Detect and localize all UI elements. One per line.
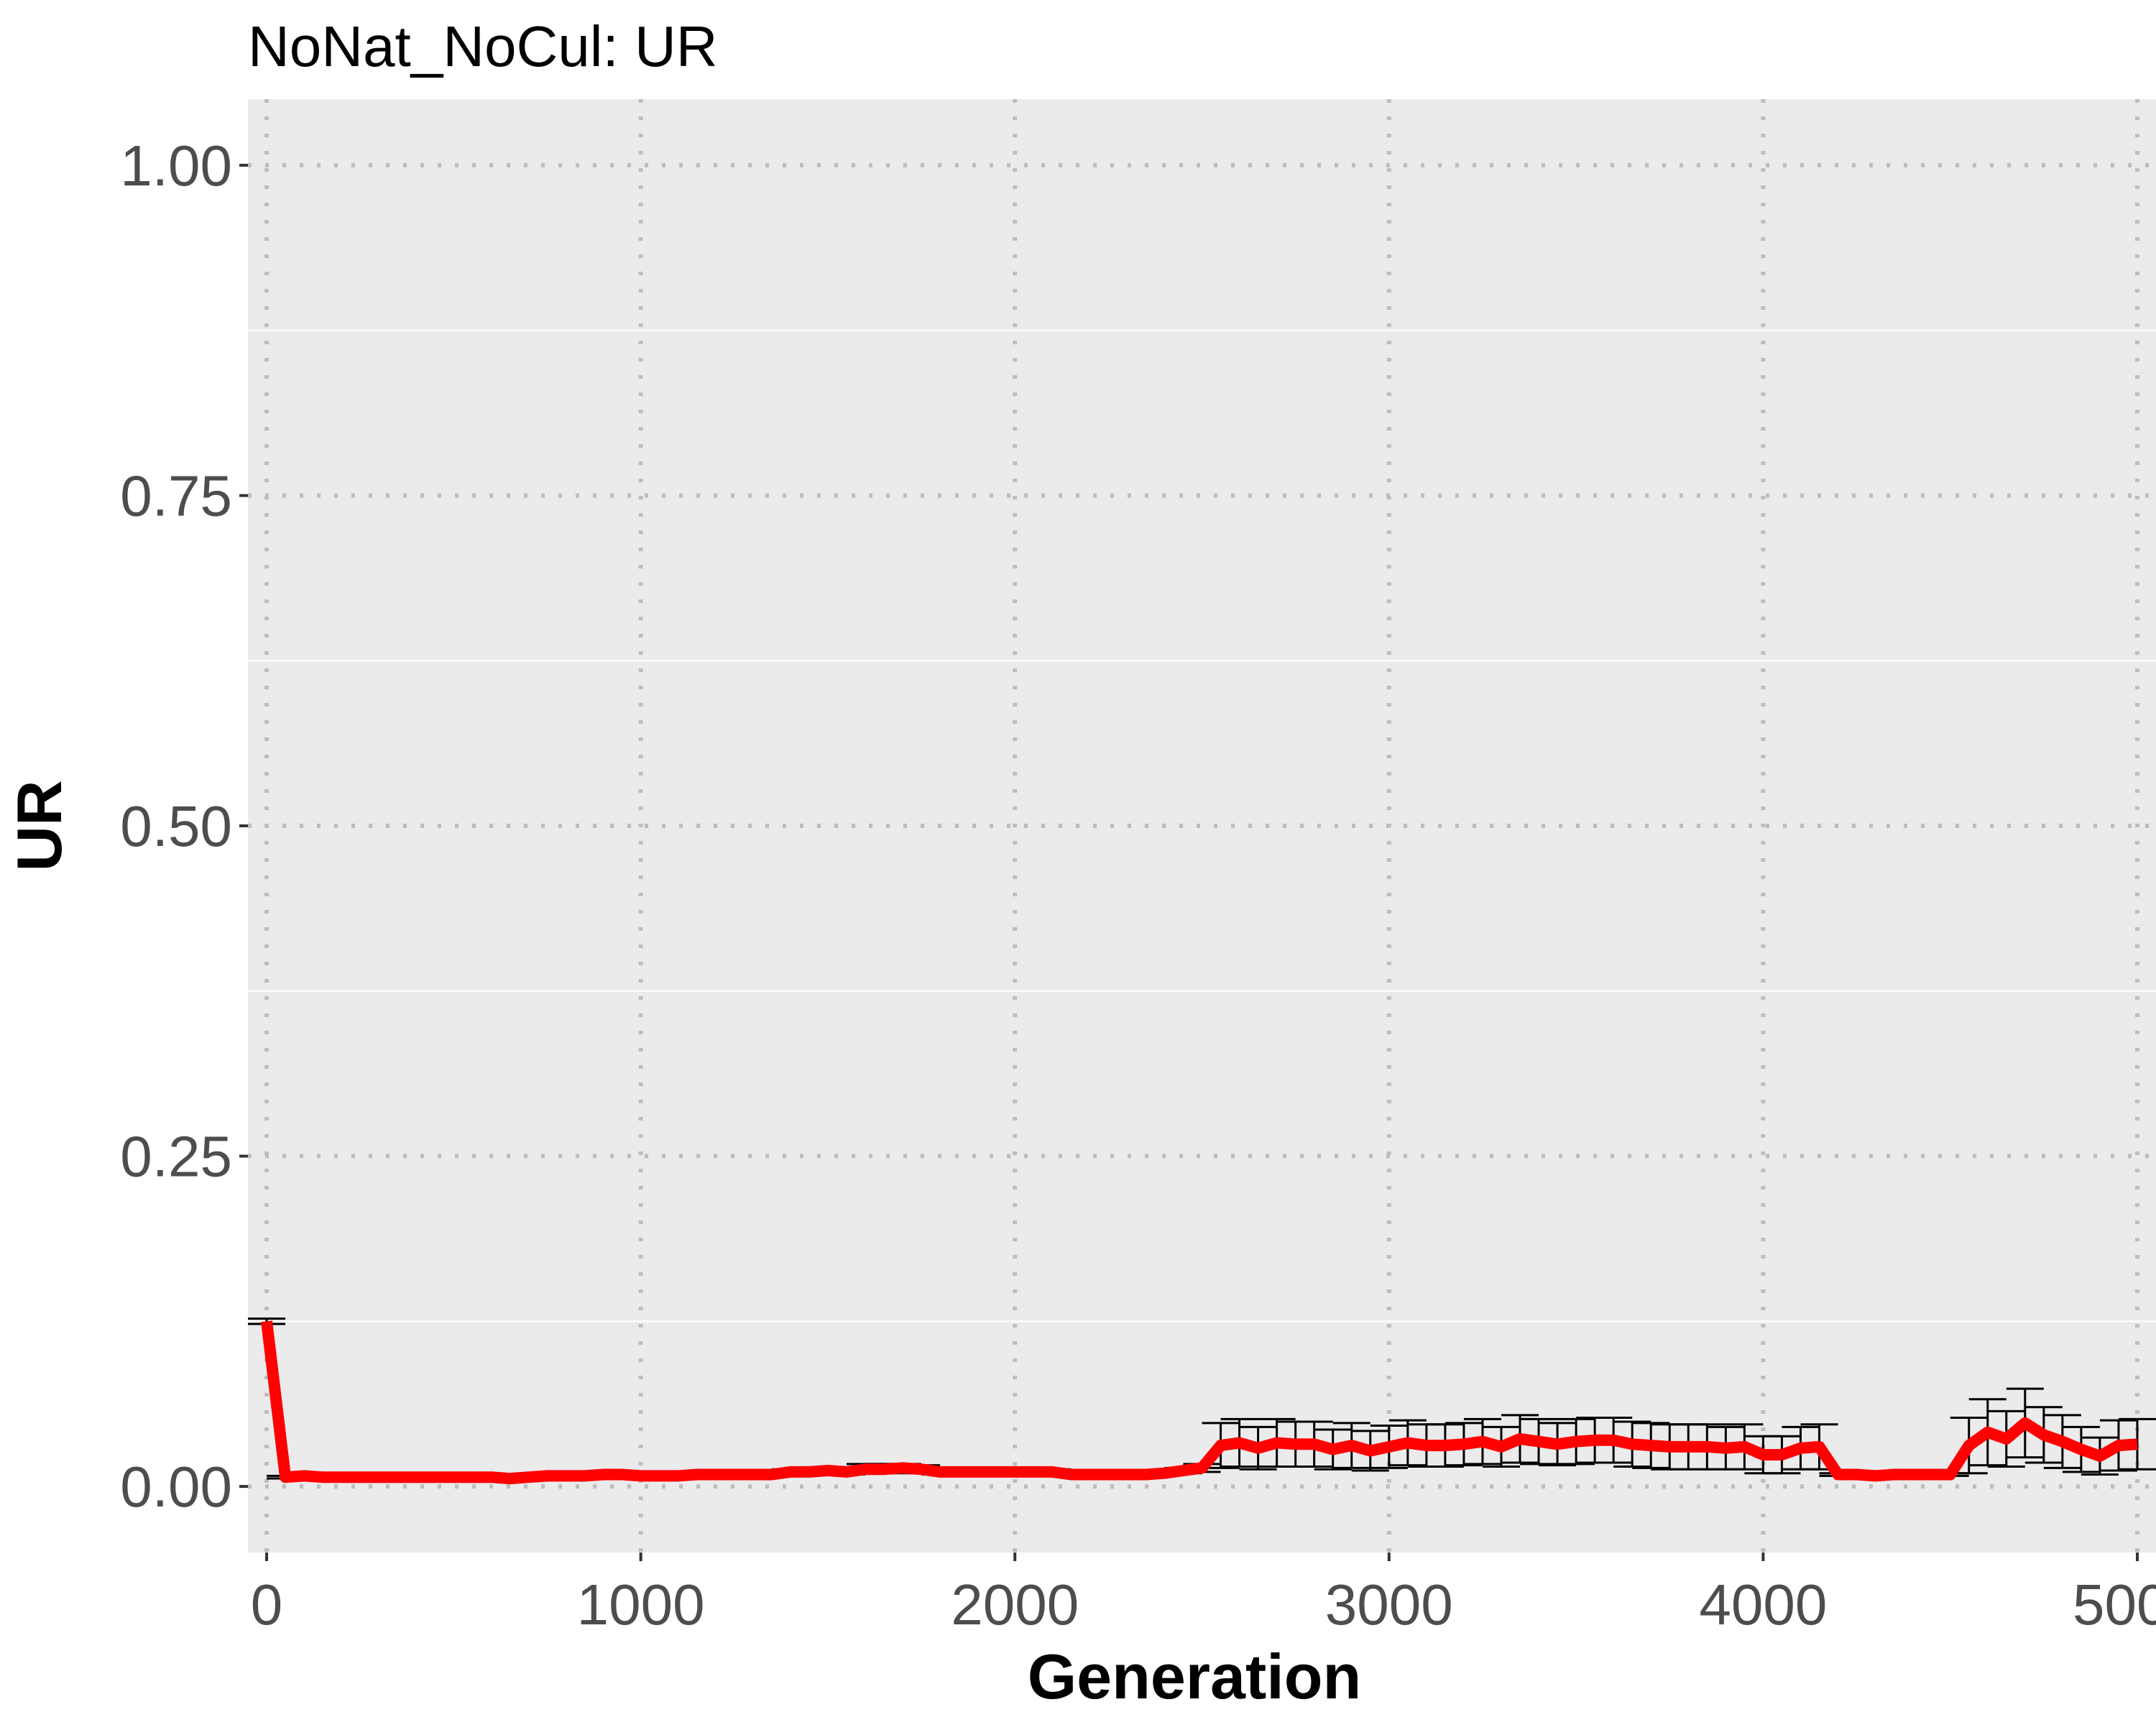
y-tick-label: 0.50 bbox=[120, 794, 232, 858]
x-axis-ticks: 0 1000 2000 3000 4000 500 bbox=[251, 1552, 2156, 1637]
x-tick-label: 1000 bbox=[577, 1573, 705, 1637]
y-tick-label: 0.00 bbox=[120, 1455, 232, 1519]
y-tick-label: 0.75 bbox=[120, 464, 232, 528]
y-tick-label: 0.25 bbox=[120, 1125, 232, 1189]
x-tick-label: 2000 bbox=[951, 1573, 1079, 1637]
y-axis-title: UR bbox=[4, 780, 75, 871]
chart-title: NoNat_NoCul: UR bbox=[248, 14, 718, 78]
x-tick-label: 500 bbox=[2073, 1573, 2156, 1637]
x-tick-label: 3000 bbox=[1325, 1573, 1453, 1637]
y-axis-ticks: 0.00 0.25 0.50 0.75 1.00 bbox=[120, 134, 248, 1519]
series-line bbox=[261, 1320, 2138, 1485]
x-tick-label: 4000 bbox=[1699, 1573, 1827, 1637]
x-axis-title: Generation bbox=[1028, 1641, 1362, 1712]
x-tick-label: 0 bbox=[251, 1573, 283, 1637]
y-tick-label: 1.00 bbox=[120, 134, 232, 198]
minor-gridlines bbox=[248, 329, 2156, 1322]
major-gridlines bbox=[248, 99, 2156, 1552]
